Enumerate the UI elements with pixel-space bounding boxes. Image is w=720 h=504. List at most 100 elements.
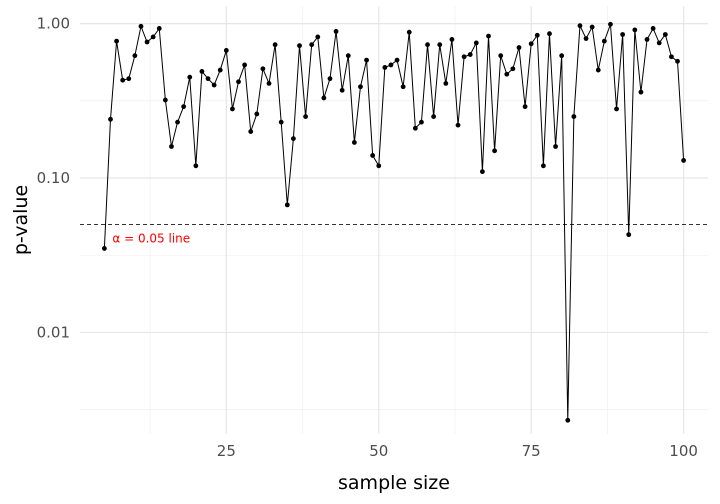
data-point [101,246,107,251]
data-point [662,32,668,37]
data-point [181,104,187,110]
data-point [303,114,308,119]
data-point [254,111,260,117]
data-point [230,106,235,112]
x-tick-label: 75 [522,442,541,460]
data-point [516,45,522,50]
data-point [492,148,497,154]
data-point [681,158,687,163]
data-point [175,119,180,125]
y-tick-label: 1.00 [37,15,70,33]
data-point [437,42,443,48]
data-point [193,163,199,169]
data-point [169,144,174,149]
data-point [217,67,223,73]
data-point [242,62,248,68]
data-point [565,417,571,423]
data-point [608,21,613,27]
data-point [577,23,583,29]
data-point [388,62,394,68]
data-point [260,66,266,72]
data-point [571,114,577,119]
data-point [589,24,595,30]
data-point [534,32,540,38]
data-point [431,114,437,119]
data-point [297,43,302,49]
data-point [187,74,193,80]
data-point [162,97,168,103]
x-tick-label: 25 [217,442,236,460]
data-point [339,87,345,93]
data-point [223,48,229,53]
data-point [626,232,632,238]
data-point [120,77,126,83]
series-group [101,21,687,423]
grid [80,6,708,434]
data-point [376,163,382,169]
data-point [291,136,296,142]
data-point [266,80,272,86]
data-point [473,40,479,46]
data-point [358,84,363,90]
y-axis-title: p-value [10,185,32,255]
axes: sample size p-value 25 50 75 100 0.01 0.10 1.0… [10,15,698,494]
series-line [103,23,685,421]
data-point [132,53,138,59]
data-point [309,42,315,48]
data-point [199,69,205,74]
data-point [419,119,424,125]
data-point [583,36,589,41]
data-point [327,76,333,82]
data-point [480,169,485,175]
data-point [205,76,211,82]
data-point [620,32,626,37]
data-point [528,41,534,47]
data-point [461,54,467,60]
data-point [321,95,327,101]
data-point [650,26,656,31]
data-point [455,122,461,128]
data-point [412,125,418,131]
data-point [108,116,113,122]
alpha-line-label: α = 0.05 line [112,232,190,246]
data-point [425,42,430,48]
x-tick-label: 50 [369,442,388,460]
data-point [284,202,290,208]
x-axis-title: sample size [338,472,450,494]
data-point [540,163,546,169]
data-point [656,40,662,46]
data-point [364,57,369,63]
reference-line-group: α = 0.05 line [80,224,708,246]
y-tick-label: 0.10 [37,169,70,187]
data-point [443,80,449,86]
data-point [345,53,351,59]
data-point [467,52,473,57]
data-point [614,106,619,112]
data-point [278,119,284,125]
data-point [632,27,638,33]
data-point [315,34,321,40]
data-point [522,104,528,110]
data-point [156,26,162,31]
data-point [669,54,674,60]
data-point [638,89,644,95]
data-point [400,84,406,90]
data-point [498,53,504,59]
data-point [126,76,132,82]
data-point [382,65,388,70]
data-point [138,23,144,29]
data-point [449,37,455,42]
data-point [351,140,357,145]
y-tick-label: 0.01 [37,323,70,341]
data-point [248,129,254,134]
data-point [644,37,650,42]
data-point [595,67,601,73]
data-point [211,82,217,88]
data-point [675,58,680,64]
data-point [236,79,241,85]
data-point [144,39,150,45]
data-point [510,66,516,72]
data-point [486,33,491,39]
data-point [150,34,156,40]
data-point [504,71,510,77]
